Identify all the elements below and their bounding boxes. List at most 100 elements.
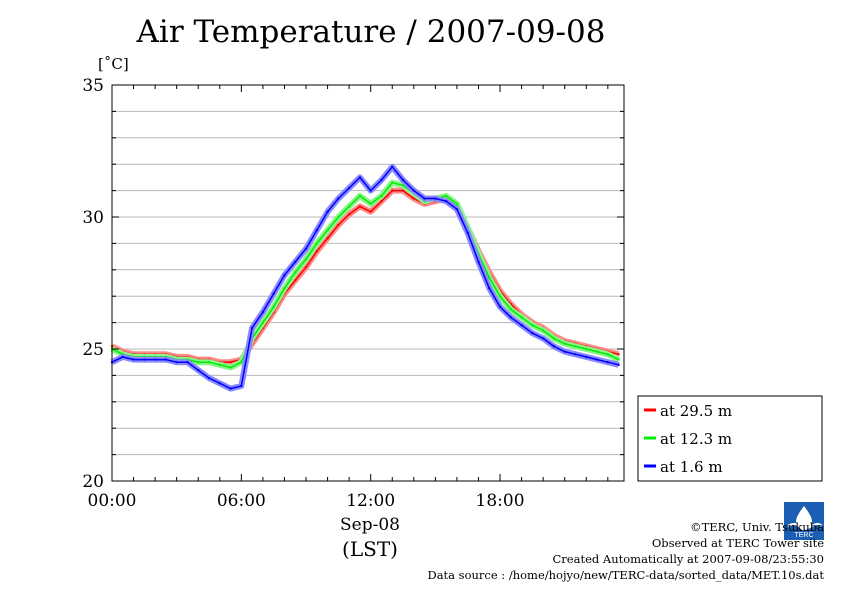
terc-logo-icon: TERC xyxy=(784,502,824,540)
data-point xyxy=(595,350,599,353)
data-point xyxy=(509,308,513,311)
data-point xyxy=(143,358,146,361)
y-tick-label: 20 xyxy=(82,472,104,492)
data-point xyxy=(197,361,200,364)
data-point xyxy=(455,202,459,205)
data-point xyxy=(250,326,254,330)
data-point xyxy=(326,236,329,240)
data-point xyxy=(197,368,200,372)
y-tick-label: 25 xyxy=(82,340,104,360)
data-point xyxy=(541,337,545,340)
data-point xyxy=(412,197,416,200)
data-point xyxy=(498,305,502,308)
data-point xyxy=(466,231,469,235)
data-point xyxy=(444,199,448,203)
data-point xyxy=(606,353,610,356)
data-point xyxy=(218,382,221,385)
data-point xyxy=(207,376,211,380)
data-point xyxy=(164,358,168,361)
data-point xyxy=(186,361,189,364)
data-point xyxy=(272,292,275,295)
credits-block: ©TERC, Univ. Tsukuba Observed at TERC To… xyxy=(427,519,824,583)
copyright-text: ©TERC, Univ. Tsukuba xyxy=(690,520,824,534)
data-point xyxy=(574,345,577,348)
data-point xyxy=(391,189,394,192)
data-point xyxy=(541,329,545,332)
data-point xyxy=(488,276,491,279)
created-text: Created Automatically at 2007-09-08/23:5… xyxy=(552,552,825,566)
data-point xyxy=(531,331,534,335)
data-point xyxy=(606,361,610,364)
data-point xyxy=(283,287,286,290)
data-point xyxy=(132,358,135,361)
x-tick-label: 00:00 xyxy=(88,491,137,511)
data-point xyxy=(455,207,459,211)
data-point xyxy=(434,197,437,200)
data-point xyxy=(337,197,340,200)
x-date-label: Sep-08 xyxy=(340,515,400,535)
data-point xyxy=(401,178,405,182)
data-point xyxy=(218,363,221,367)
data-point xyxy=(574,353,577,356)
data-point xyxy=(229,361,232,364)
data-point xyxy=(444,194,448,198)
data-point xyxy=(617,353,620,356)
data-point xyxy=(272,305,275,308)
data-point xyxy=(240,384,243,388)
series-lines xyxy=(110,163,620,392)
x-timezone-label: (LST) xyxy=(342,537,398,561)
data-point xyxy=(304,265,308,269)
data-point xyxy=(304,247,308,250)
data-point xyxy=(121,355,124,359)
data-point xyxy=(347,186,351,190)
legend-box xyxy=(637,395,823,482)
data-point xyxy=(617,363,620,367)
data-point xyxy=(552,337,556,340)
data-point xyxy=(347,205,351,208)
data-point xyxy=(563,350,566,353)
data-point xyxy=(153,358,157,361)
data-point xyxy=(207,361,211,364)
data-point xyxy=(337,223,340,227)
data-point xyxy=(520,324,523,327)
observed-text: Observed at TERC Tower site xyxy=(651,536,824,550)
y-tick-label: 35 xyxy=(82,76,104,96)
data-point xyxy=(315,242,318,245)
data-point xyxy=(380,199,383,203)
data-point xyxy=(498,295,502,298)
chart-title: Air Temperature / 2007-09-08 xyxy=(136,14,606,50)
data-point xyxy=(617,358,620,361)
data-point xyxy=(423,197,426,200)
data-point xyxy=(304,258,308,261)
y-unit-label: [˚C] xyxy=(98,55,129,73)
data-point xyxy=(229,366,232,369)
data-point xyxy=(358,176,362,179)
logo-text: TERC xyxy=(794,532,813,539)
data-point xyxy=(337,215,340,219)
data-point xyxy=(294,279,297,282)
data-point xyxy=(412,189,416,192)
data-point xyxy=(240,361,243,364)
data-point xyxy=(369,202,372,205)
data-point xyxy=(531,324,534,327)
data-point xyxy=(347,213,351,216)
plot-frame xyxy=(111,84,625,482)
data-point xyxy=(585,347,588,351)
grid-lines xyxy=(112,110,624,456)
legend: at 29.5 m at 12.3 m at 1.6 m xyxy=(637,395,823,482)
data-point xyxy=(175,361,178,364)
legend-label: at 12.3 m xyxy=(660,430,732,448)
x-tick-label: 12:00 xyxy=(346,491,395,511)
data-point xyxy=(520,316,523,319)
series-line xyxy=(111,181,619,369)
data-point xyxy=(315,250,318,253)
data-point xyxy=(595,358,599,361)
data-point xyxy=(391,165,394,169)
data-point xyxy=(326,229,329,232)
data-point xyxy=(261,321,265,324)
data-point xyxy=(283,273,286,277)
data-point xyxy=(477,260,480,264)
data-point xyxy=(380,178,383,182)
x-tick-label: 06:00 xyxy=(217,491,266,511)
